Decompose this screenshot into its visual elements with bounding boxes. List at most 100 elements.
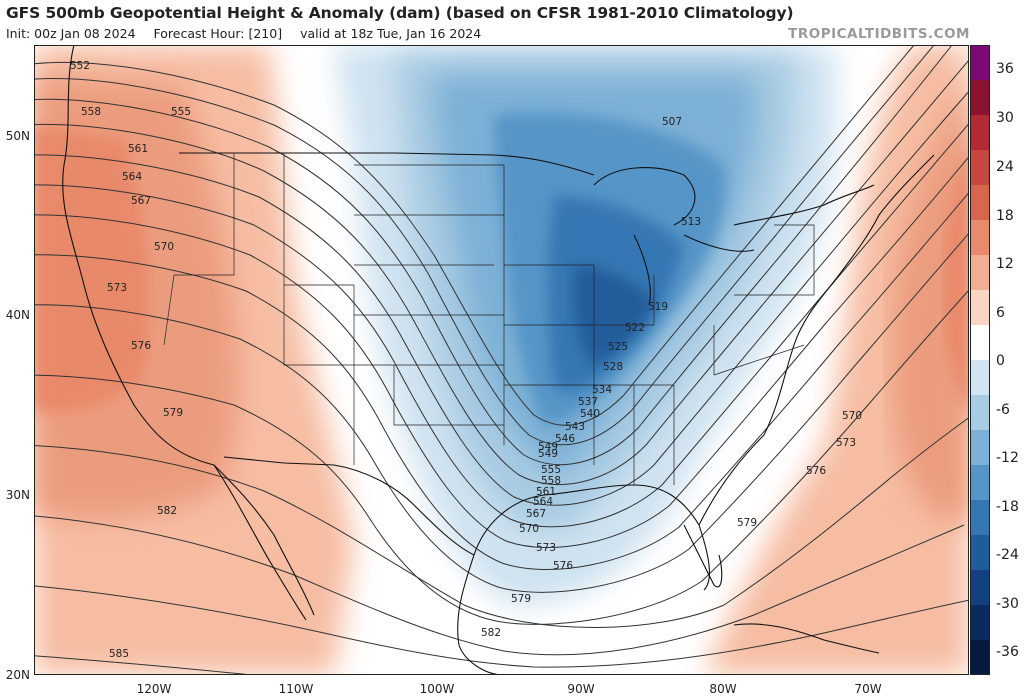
colorbar-swatch xyxy=(970,605,990,641)
lat-label: 20N xyxy=(5,668,30,682)
contour-label: 570 xyxy=(519,523,539,535)
contour-label: 534 xyxy=(592,384,612,396)
colorbar-swatch xyxy=(970,115,990,151)
contour-label: 549 xyxy=(538,441,558,453)
map-frame xyxy=(34,45,969,675)
contour-label: 558 xyxy=(541,475,561,487)
negative-anomaly-trough xyxy=(334,45,836,605)
colorbar-frame xyxy=(970,45,990,675)
forecast-hour: Forecast Hour: [210] xyxy=(153,26,283,41)
contour-label: 576 xyxy=(806,465,826,477)
contour-label: 552 xyxy=(70,60,90,72)
colorbar-swatch xyxy=(970,360,990,396)
colorbar-label: -6 xyxy=(996,402,1010,418)
contour-label: 561 xyxy=(536,486,556,498)
contour-label: 522 xyxy=(625,322,645,334)
contour-label: 567 xyxy=(526,508,546,520)
contour-label: 582 xyxy=(481,627,501,639)
contour-label: 570 xyxy=(154,241,174,253)
lon-label: 90W xyxy=(567,682,595,696)
colorbar-label: -18 xyxy=(996,499,1019,515)
contour-label: 558 xyxy=(81,106,101,118)
geographic-lines xyxy=(62,45,935,675)
colorbar-swatch xyxy=(970,185,990,221)
contour-label: 519 xyxy=(648,301,668,313)
great-lakes xyxy=(593,167,755,306)
init-time: Init: 00z Jan 08 2024 xyxy=(6,26,136,41)
positive-anomaly-west xyxy=(34,45,354,675)
contour-label: 549 xyxy=(538,448,558,460)
state-borders xyxy=(163,153,815,485)
colorbar-swatch xyxy=(970,150,990,186)
contour-label: 567 xyxy=(131,195,151,207)
colorbar-swatch xyxy=(970,290,990,326)
west-coastline xyxy=(62,45,315,616)
positive-anomaly-east xyxy=(704,45,969,675)
lat-label: 50N xyxy=(5,129,30,143)
contour-label: 561 xyxy=(128,143,148,155)
contour-labels: 507 513 519 522 525 528 534 537 540 543 … xyxy=(70,60,862,660)
mexico-coastline xyxy=(457,554,505,675)
contour-label: 579 xyxy=(511,593,531,605)
contour-label: 528 xyxy=(603,361,623,373)
contour-label: 540 xyxy=(580,408,600,420)
cuba-outline xyxy=(733,623,880,654)
colorbar-label: 6 xyxy=(996,305,1005,321)
contour-label: 573 xyxy=(836,437,856,449)
contour-label: 579 xyxy=(163,407,183,419)
colorbar-label: 12 xyxy=(996,256,1014,272)
colorbar-swatch xyxy=(970,45,990,81)
lat-label: 40N xyxy=(5,308,30,322)
contour-label: 543 xyxy=(565,421,585,433)
contour-label: 555 xyxy=(541,464,561,476)
gulf-coastline xyxy=(473,484,710,591)
contour-label: 576 xyxy=(131,340,151,352)
lon-label: 80W xyxy=(709,682,737,696)
lon-label: 110W xyxy=(278,682,314,696)
colorbar-label: 0 xyxy=(996,353,1005,369)
contour-label: 564 xyxy=(533,496,553,508)
height-anomaly-map: 507 513 519 522 525 528 534 537 540 543 … xyxy=(34,45,969,675)
colorbar-swatch xyxy=(970,430,990,466)
contour-label: 573 xyxy=(536,542,556,554)
colorbar-swatch xyxy=(970,220,990,256)
contour-label: 570 xyxy=(842,410,862,422)
contour-label: 525 xyxy=(608,341,628,353)
map-subtitle: Init: 00z Jan 08 2024 Forecast Hour: [21… xyxy=(6,26,495,41)
colorbar-swatch xyxy=(970,535,990,571)
florida-outline xyxy=(683,524,723,588)
valid-time: valid at 18z Tue, Jan 16 2024 xyxy=(300,26,482,41)
contour-label: 546 xyxy=(555,433,575,445)
baja-coastline xyxy=(213,464,307,621)
contour-label: 513 xyxy=(681,216,701,228)
site-brand: TROPICALTIDBITS.COM xyxy=(788,26,970,42)
colorbar-label: -36 xyxy=(996,644,1019,660)
colorbar-label: 24 xyxy=(996,159,1014,175)
map-title: GFS 500mb Geopotential Height & Anomaly … xyxy=(6,4,794,22)
colorbar-label: -24 xyxy=(996,547,1019,563)
contour-label: 582 xyxy=(157,505,177,517)
colorbar-swatch xyxy=(970,325,990,361)
colorbar-label: 18 xyxy=(996,208,1014,224)
east-coastline xyxy=(698,154,935,526)
lon-label: 120W xyxy=(136,682,172,696)
lon-label: 70W xyxy=(854,682,882,696)
contour-label: 507 xyxy=(662,116,682,128)
lat-label: 30N xyxy=(5,488,30,502)
colorbar-swatch xyxy=(970,570,990,606)
contour-label: 537 xyxy=(578,396,598,408)
us-canada-border xyxy=(179,152,875,226)
colorbar-label: -12 xyxy=(996,450,1019,466)
colorbar-swatch xyxy=(970,395,990,431)
contour-label: 579 xyxy=(737,517,757,529)
colorbar-label: -30 xyxy=(996,596,1019,612)
colorbar-swatch xyxy=(970,255,990,291)
contour-label: 576 xyxy=(553,560,573,572)
colorbar-swatch xyxy=(970,500,990,536)
contour-label: 564 xyxy=(122,171,142,183)
contour-label: 573 xyxy=(107,282,127,294)
anomaly-colorbar xyxy=(970,45,990,675)
colorbar-swatch xyxy=(970,465,990,501)
colorbar-swatch xyxy=(970,80,990,116)
contour-label: 555 xyxy=(171,106,191,118)
